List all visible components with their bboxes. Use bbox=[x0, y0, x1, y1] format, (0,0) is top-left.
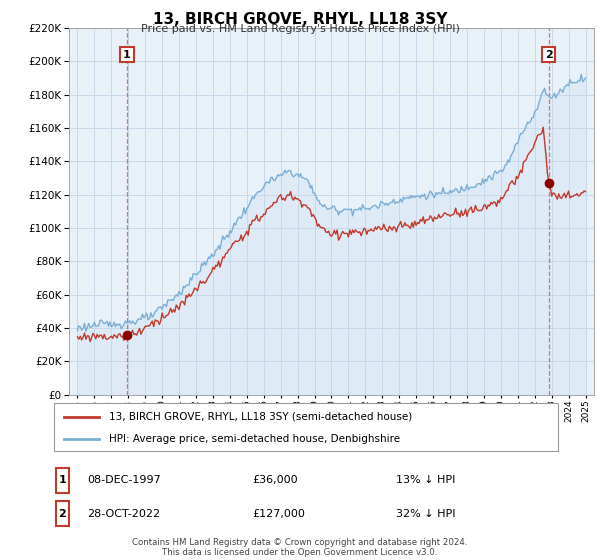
Text: 13, BIRCH GROVE, RHYL, LL18 3SY: 13, BIRCH GROVE, RHYL, LL18 3SY bbox=[153, 12, 447, 27]
Text: 32% ↓ HPI: 32% ↓ HPI bbox=[396, 509, 455, 519]
Text: HPI: Average price, semi-detached house, Denbighshire: HPI: Average price, semi-detached house,… bbox=[109, 434, 401, 444]
Text: 2: 2 bbox=[545, 50, 553, 60]
Text: 1: 1 bbox=[123, 50, 131, 60]
FancyBboxPatch shape bbox=[54, 403, 558, 451]
Text: 13, BIRCH GROVE, RHYL, LL18 3SY (semi-detached house): 13, BIRCH GROVE, RHYL, LL18 3SY (semi-de… bbox=[109, 412, 413, 422]
Text: 13% ↓ HPI: 13% ↓ HPI bbox=[396, 475, 455, 485]
Text: 1: 1 bbox=[59, 475, 66, 485]
Text: £127,000: £127,000 bbox=[252, 509, 305, 519]
Text: 08-DEC-1997: 08-DEC-1997 bbox=[87, 475, 161, 485]
Text: 28-OCT-2022: 28-OCT-2022 bbox=[87, 509, 160, 519]
Text: Price paid vs. HM Land Registry's House Price Index (HPI): Price paid vs. HM Land Registry's House … bbox=[140, 24, 460, 34]
FancyBboxPatch shape bbox=[56, 502, 69, 526]
FancyBboxPatch shape bbox=[56, 468, 69, 493]
Text: 2: 2 bbox=[59, 509, 66, 519]
Text: £36,000: £36,000 bbox=[252, 475, 298, 485]
Text: Contains HM Land Registry data © Crown copyright and database right 2024.
This d: Contains HM Land Registry data © Crown c… bbox=[132, 538, 468, 557]
